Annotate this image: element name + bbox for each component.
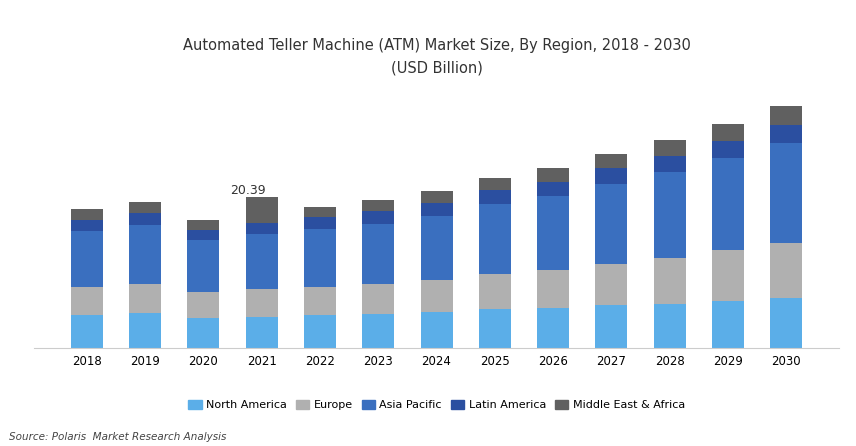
Text: Source: Polaris  Market Research Analysis: Source: Polaris Market Research Analysis — [9, 432, 226, 442]
Bar — [537, 270, 569, 308]
Text: 20.39: 20.39 — [229, 184, 265, 197]
Bar — [129, 202, 161, 213]
Bar — [537, 182, 569, 196]
Bar — [71, 314, 103, 348]
Bar — [770, 106, 802, 125]
Bar — [654, 172, 686, 258]
Bar — [712, 250, 744, 301]
Bar — [712, 301, 744, 348]
Bar — [420, 312, 453, 348]
Bar — [246, 223, 277, 234]
Title: Automated Teller Machine (ATM) Market Size, By Region, 2018 - 2030
(USD Billion): Automated Teller Machine (ATM) Market Si… — [182, 38, 691, 75]
Bar — [362, 314, 395, 348]
Bar — [246, 317, 277, 348]
Bar — [246, 289, 277, 317]
Bar — [654, 258, 686, 304]
Bar — [770, 243, 802, 298]
Bar — [71, 220, 103, 231]
Legend: North America, Europe, Asia Pacific, Latin America, Middle East & Africa: North America, Europe, Asia Pacific, Lat… — [184, 396, 689, 415]
Bar — [770, 298, 802, 348]
Bar — [654, 140, 686, 156]
Bar — [304, 286, 336, 315]
Bar — [187, 292, 219, 318]
Bar — [246, 197, 277, 223]
Bar — [71, 209, 103, 220]
Bar — [304, 217, 336, 229]
Bar — [596, 305, 627, 348]
Bar — [420, 216, 453, 280]
Bar — [129, 225, 161, 284]
Bar — [712, 124, 744, 141]
Bar — [129, 284, 161, 313]
Bar — [537, 168, 569, 182]
Bar — [654, 304, 686, 348]
Bar — [362, 224, 395, 284]
Bar — [712, 141, 744, 158]
Bar — [596, 264, 627, 305]
Bar — [129, 213, 161, 225]
Bar — [479, 310, 511, 348]
Bar — [537, 196, 569, 270]
Bar — [479, 178, 511, 190]
Bar — [712, 158, 744, 250]
Bar — [246, 234, 277, 289]
Bar — [420, 191, 453, 203]
Bar — [304, 315, 336, 348]
Bar — [596, 184, 627, 264]
Bar — [654, 156, 686, 172]
Bar — [770, 125, 802, 143]
Bar — [187, 318, 219, 348]
Bar — [362, 200, 395, 211]
Bar — [71, 231, 103, 286]
Bar — [420, 203, 453, 216]
Bar — [71, 286, 103, 314]
Bar — [420, 280, 453, 312]
Bar — [362, 211, 395, 224]
Bar — [304, 229, 336, 286]
Bar — [187, 230, 219, 240]
Bar — [187, 220, 219, 230]
Bar — [537, 308, 569, 348]
Bar — [770, 143, 802, 243]
Bar — [596, 168, 627, 184]
Bar — [479, 190, 511, 205]
Bar — [362, 284, 395, 314]
Bar — [304, 206, 336, 217]
Bar — [187, 240, 219, 292]
Bar — [479, 274, 511, 310]
Bar — [479, 205, 511, 274]
Bar — [596, 154, 627, 168]
Bar — [129, 313, 161, 348]
